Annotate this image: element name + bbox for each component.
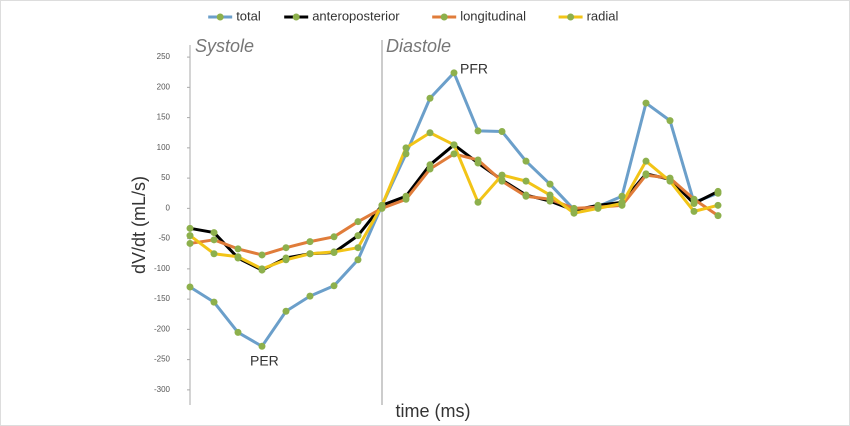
data-point <box>354 256 362 264</box>
data-point <box>186 232 194 240</box>
data-point <box>354 218 362 226</box>
data-point <box>450 150 458 158</box>
y-tick-label: -150 <box>154 294 171 303</box>
data-point <box>618 192 626 200</box>
data-point <box>570 204 578 212</box>
data-point <box>210 250 218 258</box>
y-tick-label: 150 <box>157 113 171 122</box>
y-tick-label: 100 <box>157 143 171 152</box>
legend-label: total <box>236 8 261 23</box>
data-point <box>210 298 218 306</box>
data-point <box>210 236 218 244</box>
data-point <box>330 233 338 241</box>
y-tick-label: -200 <box>154 324 171 333</box>
x-axis-label: time (ms) <box>396 401 471 421</box>
legend-marker <box>216 13 224 21</box>
data-point <box>594 204 602 212</box>
data-point <box>186 283 194 291</box>
data-point <box>546 191 554 199</box>
data-point <box>258 265 266 273</box>
annotation: PFR <box>460 61 488 77</box>
legend-marker <box>440 13 448 21</box>
data-point <box>618 200 626 208</box>
y-tick-label: 50 <box>161 173 170 182</box>
data-point <box>234 253 242 261</box>
data-point <box>426 165 434 173</box>
data-point <box>426 94 434 102</box>
data-point <box>306 292 314 300</box>
y-tick-label: -250 <box>154 355 171 364</box>
data-point <box>498 171 506 179</box>
data-point <box>522 192 530 200</box>
data-point <box>282 256 290 264</box>
data-point <box>210 229 218 237</box>
data-point <box>642 157 650 165</box>
data-point <box>498 128 506 136</box>
data-point <box>714 212 722 220</box>
legend-label: radial <box>587 8 619 23</box>
data-point <box>402 195 410 203</box>
data-point <box>690 195 698 203</box>
y-axis-label: dV/dt (mL/s) <box>129 176 149 274</box>
data-point <box>450 69 458 77</box>
data-point <box>450 141 458 149</box>
data-point <box>186 239 194 247</box>
data-point <box>330 248 338 256</box>
annotation: PER <box>250 353 279 369</box>
data-point <box>522 177 530 185</box>
data-point <box>570 209 578 217</box>
y-tick-label: 250 <box>157 52 171 61</box>
data-point <box>306 238 314 246</box>
legend-label: anteroposterior <box>312 8 400 23</box>
data-point <box>258 342 266 350</box>
y-tick-label: 200 <box>157 82 171 91</box>
legend-marker <box>292 13 300 21</box>
data-point <box>714 201 722 209</box>
data-point <box>282 307 290 315</box>
legend-marker <box>567 13 575 21</box>
data-point <box>354 244 362 252</box>
data-point <box>330 282 338 290</box>
data-point <box>546 180 554 188</box>
y-tick-label: -300 <box>154 385 171 394</box>
data-point <box>522 157 530 165</box>
data-point <box>402 150 410 158</box>
data-point <box>642 99 650 107</box>
data-point <box>354 232 362 240</box>
annotation: Diastole <box>386 36 451 56</box>
data-point <box>714 187 722 195</box>
data-point <box>474 198 482 206</box>
data-point <box>642 171 650 179</box>
data-point <box>498 177 506 185</box>
data-point <box>306 250 314 258</box>
annotation: Systole <box>195 36 254 56</box>
data-point <box>690 207 698 215</box>
legend-label: longitudinal <box>460 8 526 23</box>
data-point <box>234 245 242 253</box>
y-tick-label: -50 <box>158 234 170 243</box>
data-point <box>258 251 266 259</box>
data-point <box>474 127 482 135</box>
data-point <box>666 117 674 125</box>
data-point <box>282 244 290 252</box>
y-tick-label: 0 <box>166 203 171 212</box>
data-point <box>234 328 242 336</box>
y-tick-label: -100 <box>154 264 171 273</box>
data-point <box>186 224 194 232</box>
data-point <box>402 144 410 152</box>
data-point <box>474 156 482 164</box>
data-point <box>666 177 674 185</box>
data-point <box>426 129 434 137</box>
data-point <box>378 201 386 209</box>
